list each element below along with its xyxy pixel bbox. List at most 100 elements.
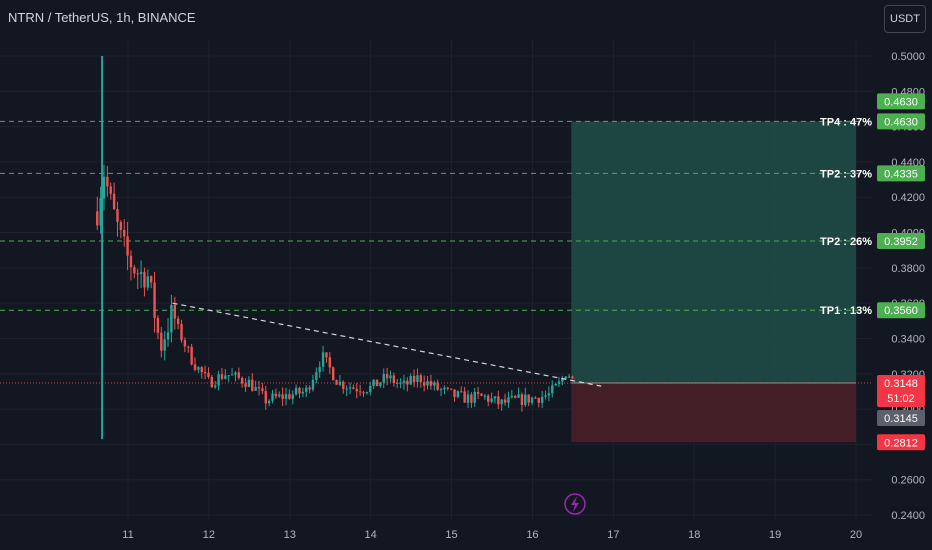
candle-body bbox=[382, 373, 385, 383]
x-tick-label: 17 bbox=[607, 529, 619, 541]
candle-body bbox=[412, 375, 416, 383]
candle-body bbox=[254, 387, 257, 391]
candle-body bbox=[419, 375, 423, 383]
candle-body bbox=[429, 381, 433, 386]
candle-body bbox=[146, 276, 150, 288]
price-tag-target: 0.4630 bbox=[884, 116, 918, 128]
candle-body bbox=[328, 357, 332, 368]
candle-body bbox=[460, 391, 463, 393]
price-tag-current-bg bbox=[877, 374, 925, 407]
candle-body bbox=[355, 388, 358, 392]
price-tag-countdown: 51:02 bbox=[887, 393, 915, 405]
candle-body bbox=[160, 332, 163, 351]
candle-body bbox=[379, 382, 382, 387]
price-tag-target-bg bbox=[877, 113, 925, 130]
candle-body bbox=[143, 271, 146, 288]
candle-body bbox=[561, 378, 564, 382]
candle-body bbox=[369, 386, 372, 393]
candle-body bbox=[116, 209, 119, 223]
candle-body bbox=[409, 375, 412, 385]
candle-body bbox=[443, 387, 446, 390]
candle-body bbox=[396, 383, 399, 385]
candle-body bbox=[99, 198, 102, 226]
candle-body bbox=[527, 394, 530, 403]
price-tag-stop: 0.2812 bbox=[884, 437, 918, 449]
candle-body bbox=[321, 352, 325, 367]
candle-body bbox=[183, 340, 187, 347]
x-tick-label: 16 bbox=[526, 529, 538, 541]
candle-body bbox=[176, 318, 180, 325]
candle-body bbox=[311, 379, 315, 390]
candle-body bbox=[112, 193, 116, 210]
candle-body bbox=[123, 230, 126, 237]
candle-body bbox=[402, 380, 406, 383]
candle-body bbox=[389, 375, 392, 379]
price-tag-prev: 0.3145 bbox=[884, 413, 918, 425]
x-tick-label: 19 bbox=[769, 529, 781, 541]
candle-body bbox=[180, 324, 183, 341]
candle-body bbox=[106, 176, 109, 187]
x-tick-label: 18 bbox=[688, 529, 700, 541]
candle-body bbox=[126, 236, 129, 256]
candle-body bbox=[345, 388, 348, 390]
y-tick-label: 0.2600 bbox=[891, 475, 925, 487]
candle-body bbox=[139, 271, 143, 275]
candle-body bbox=[493, 396, 497, 399]
candle-body bbox=[203, 372, 207, 374]
candle-body bbox=[267, 400, 271, 404]
candle-body bbox=[497, 396, 500, 405]
x-tick-label: 20 bbox=[850, 529, 862, 541]
price-tag-stop-bg bbox=[877, 434, 925, 451]
candle-body bbox=[466, 394, 470, 403]
candle-body bbox=[500, 399, 503, 405]
candle-body bbox=[274, 393, 278, 397]
candle-body bbox=[217, 374, 220, 386]
candle-body bbox=[298, 387, 301, 394]
candle-body bbox=[439, 389, 443, 391]
candle-body bbox=[284, 394, 288, 399]
candle-body bbox=[291, 394, 294, 399]
candle-body bbox=[338, 381, 342, 385]
candle-body bbox=[557, 381, 561, 384]
candle-body bbox=[318, 366, 321, 373]
candle-body bbox=[473, 391, 476, 403]
candle-body bbox=[456, 391, 460, 397]
currency-button[interactable]: USDT bbox=[884, 5, 926, 33]
candle-body bbox=[207, 372, 210, 377]
candle-body bbox=[406, 380, 409, 385]
candle-body bbox=[133, 267, 136, 274]
candle-body bbox=[540, 396, 544, 403]
candle-body bbox=[200, 367, 203, 373]
candle-body bbox=[193, 364, 197, 370]
candle-body bbox=[426, 381, 429, 386]
chart-title: NTRN / TetherUS, 1h, BINANCE bbox=[8, 10, 196, 25]
x-tick-label: 12 bbox=[203, 529, 215, 541]
candle-body bbox=[153, 282, 156, 318]
candle-body bbox=[288, 394, 291, 399]
candle-body bbox=[149, 276, 153, 283]
lightning-icon bbox=[564, 493, 586, 515]
candle-body bbox=[399, 382, 402, 384]
candle-body bbox=[375, 379, 379, 387]
lightning-icon-ring bbox=[564, 493, 586, 515]
x-tick-label: 15 bbox=[445, 529, 457, 541]
price-tag-target-bg bbox=[877, 165, 925, 182]
candle-body bbox=[476, 391, 480, 394]
candle-body bbox=[547, 393, 551, 396]
candle-body bbox=[503, 399, 507, 403]
price-tag-top: 0.4630 bbox=[884, 96, 918, 108]
y-tick-label: 0.5000 bbox=[891, 51, 925, 63]
candle-body bbox=[257, 387, 261, 389]
candle-body bbox=[544, 395, 547, 397]
candle-body bbox=[348, 387, 352, 389]
candle-body bbox=[331, 367, 335, 381]
price-tag-target: 0.3560 bbox=[884, 305, 918, 317]
x-tick-label: 13 bbox=[284, 529, 296, 541]
target-label: TP1 : 13% bbox=[820, 305, 872, 317]
candle-body bbox=[129, 255, 133, 268]
candle-body bbox=[264, 391, 267, 404]
candle-body bbox=[227, 375, 230, 377]
candle-body bbox=[190, 346, 193, 365]
candle-body bbox=[102, 176, 106, 199]
